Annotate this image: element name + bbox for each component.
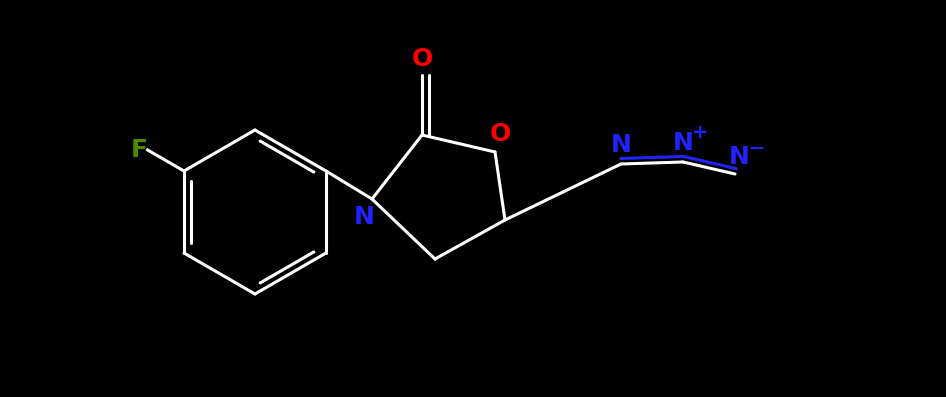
Text: N: N — [610, 133, 631, 157]
Text: +: + — [692, 123, 709, 143]
Text: −: − — [749, 139, 765, 158]
Text: O: O — [489, 122, 511, 146]
Text: N: N — [673, 131, 693, 155]
Text: O: O — [412, 47, 432, 71]
Text: N: N — [728, 145, 749, 169]
Text: N: N — [354, 205, 375, 229]
Text: F: F — [131, 138, 149, 162]
